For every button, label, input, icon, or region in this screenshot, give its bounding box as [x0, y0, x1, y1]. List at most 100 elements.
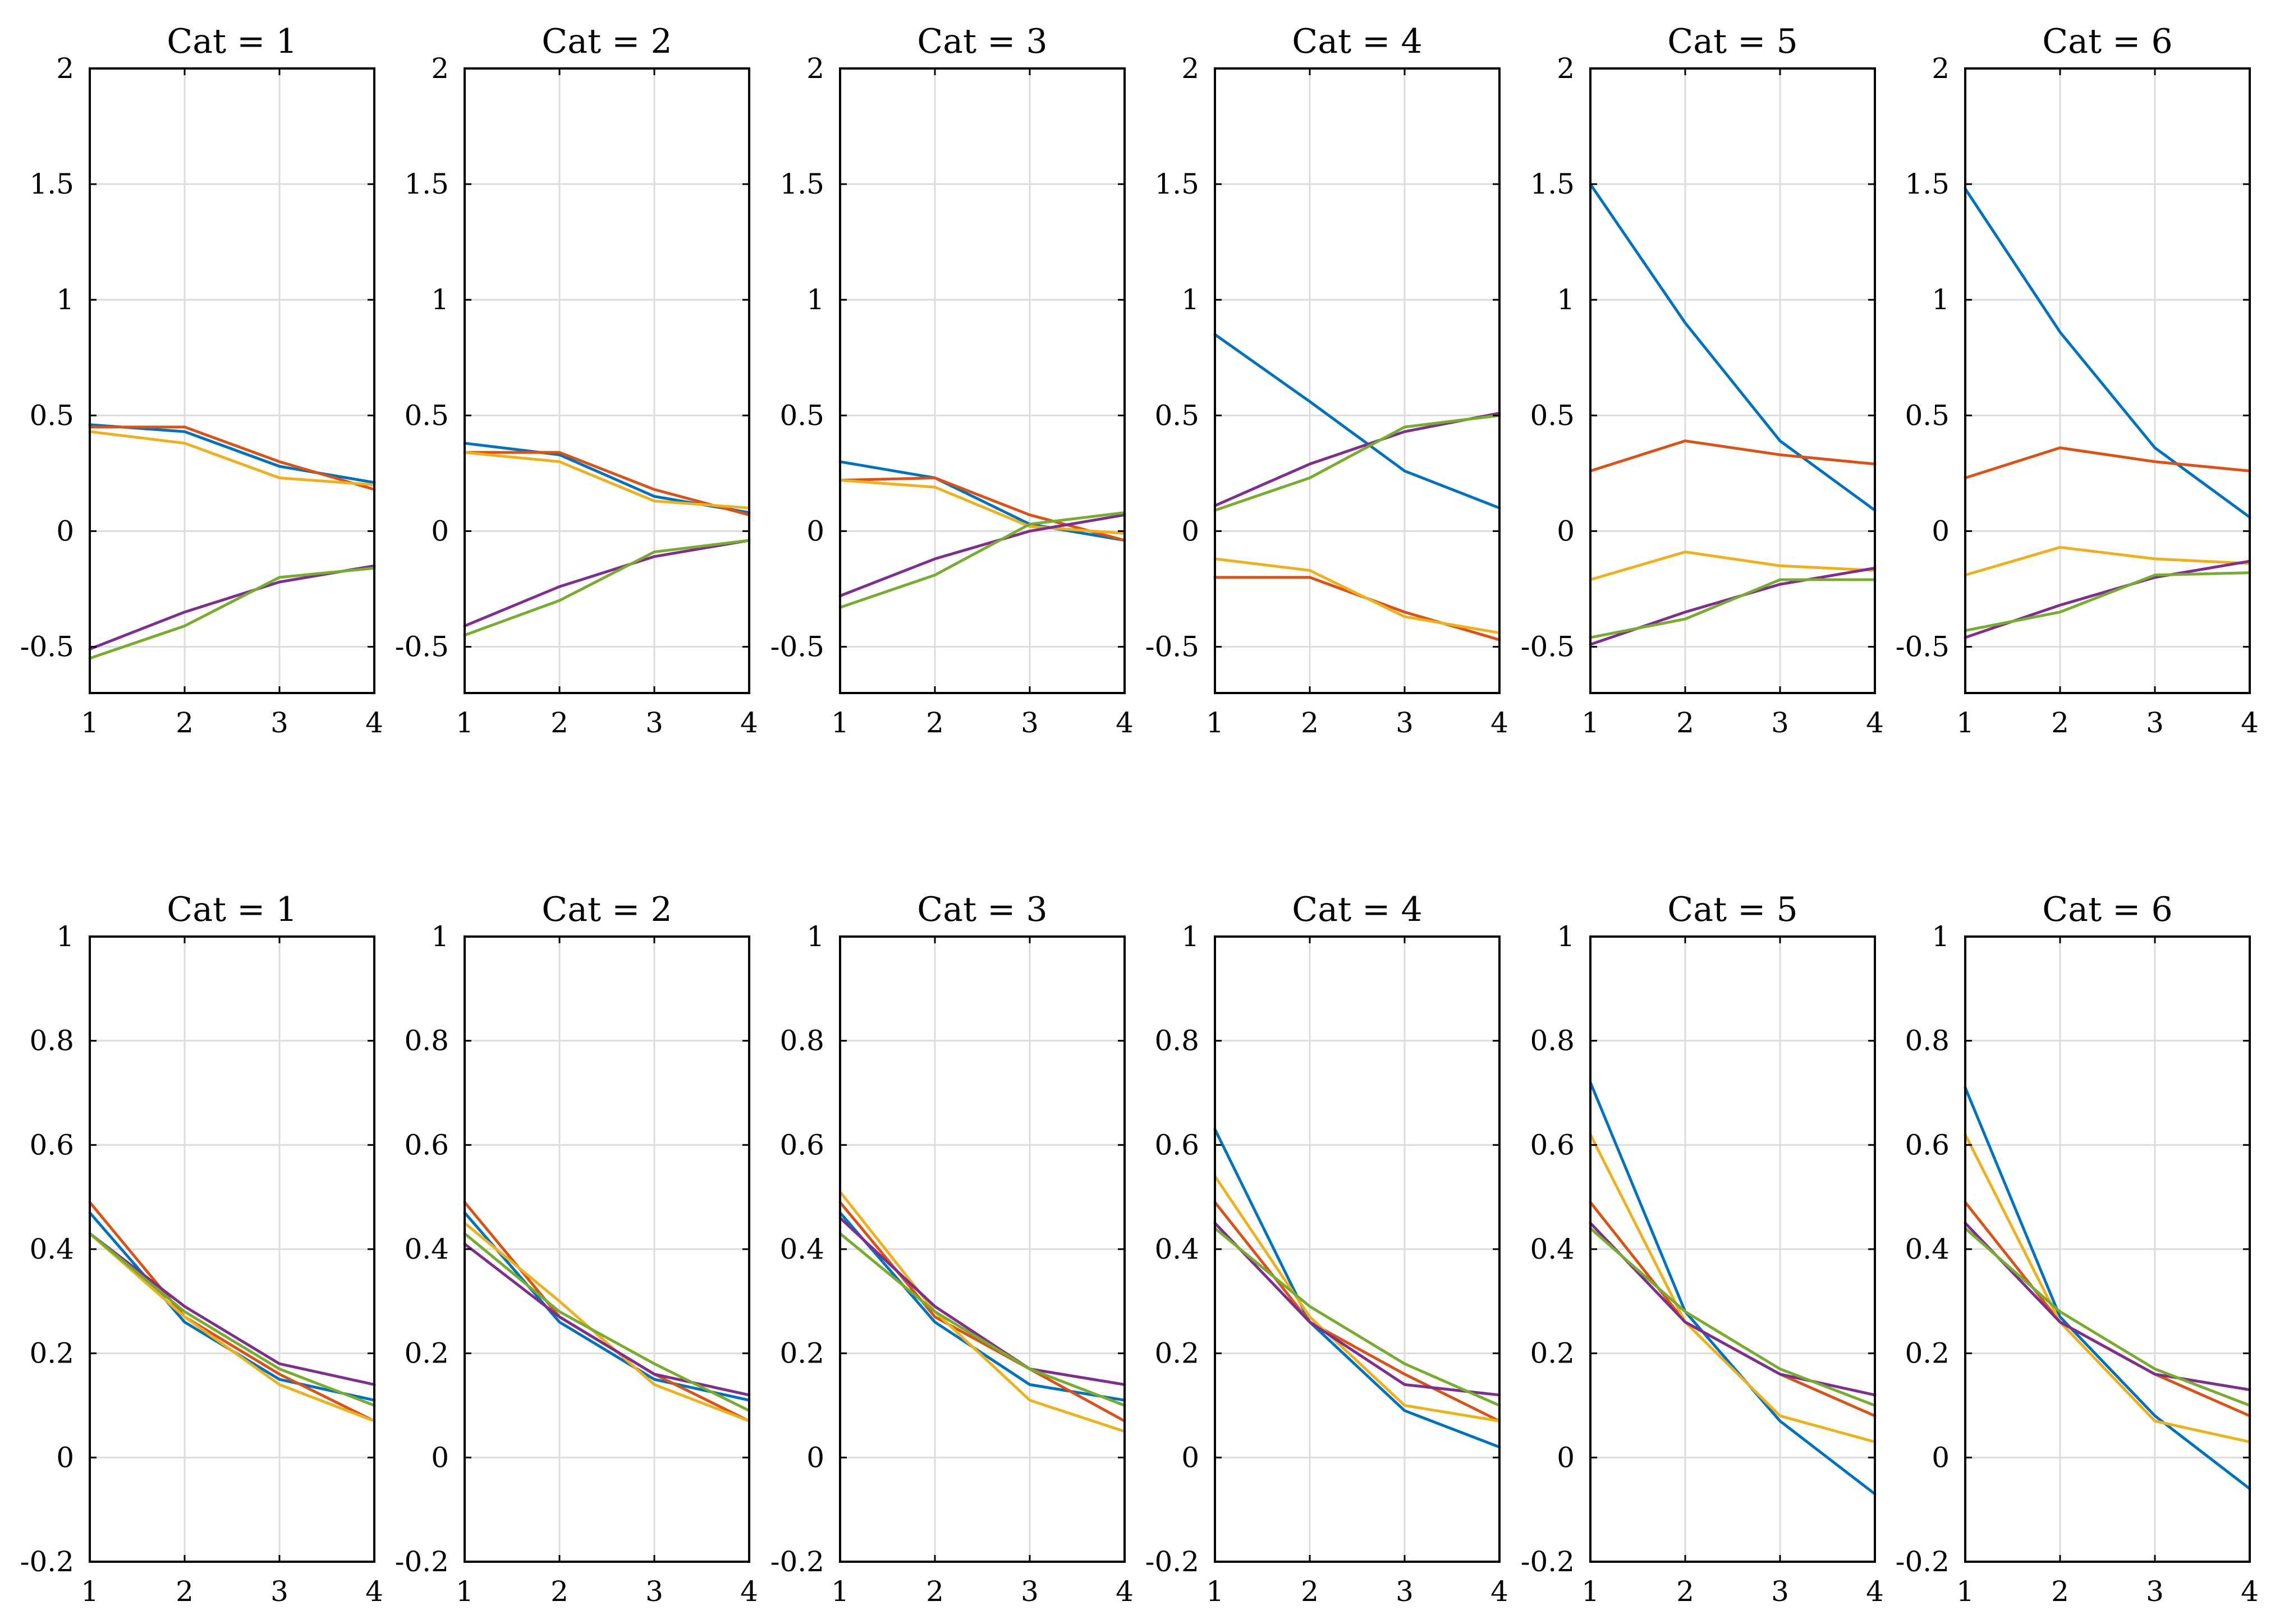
panel-title: Cat = 6 — [2042, 22, 2172, 61]
x-tick-label: 4 — [1866, 1575, 1884, 1608]
y-tick-label: 1.5 — [404, 168, 449, 200]
series-line-2 — [1964, 446, 2251, 480]
series-line-1 — [838, 460, 1126, 542]
y-tick-label: 0.4 — [29, 1233, 74, 1265]
chart-panel-10: 1 2 3 4 -0.2 0 0.2 0.4 0.6 0.8 1 Cat = 4 — [1145, 890, 1508, 1608]
x-tick-label: 4 — [740, 1575, 758, 1608]
chart-panel-8: 1 2 3 4 -0.2 0 0.2 0.4 0.6 0.8 1 Cat = 2 — [395, 890, 758, 1608]
x-tick-label: 3 — [645, 1575, 663, 1608]
axes-box — [89, 67, 375, 694]
chart-panel-2: 1 2 3 4 -0.5 0 0.5 1 1.5 2 Cat = 2 — [395, 22, 758, 739]
series-line-5 — [838, 511, 1126, 609]
x-tick-label: 2 — [1676, 1575, 1694, 1608]
series-line-2 — [1589, 439, 1877, 472]
chart-panel-4: 1 2 3 4 -0.5 0 0.5 1 1.5 2 Cat = 4 — [1145, 22, 1508, 739]
x-tick-label: 4 — [1116, 707, 1134, 739]
x-tick-label: 4 — [365, 1575, 383, 1608]
series-line-4 — [1213, 1222, 1501, 1397]
x-tick-label: 4 — [2241, 1575, 2259, 1608]
x-tick-label: 4 — [740, 707, 758, 739]
series-line-4 — [1964, 1222, 2251, 1392]
panel-title: Cat = 6 — [2042, 890, 2172, 929]
panel-title: Cat = 3 — [917, 890, 1047, 929]
x-tick-label: 1 — [456, 1575, 474, 1608]
y-tick-label: 0.2 — [779, 1337, 824, 1370]
y-tick-label: 1 — [806, 920, 824, 953]
y-tick-label: 0.5 — [404, 399, 449, 432]
y-tick-label: 0.2 — [1905, 1337, 1950, 1370]
series-line-3 — [1964, 1133, 2251, 1443]
y-tick-label: 0 — [806, 515, 824, 547]
y-tick-label: 0.6 — [1905, 1128, 1950, 1161]
panel-title: Cat = 2 — [542, 22, 672, 61]
y-tick-label: 1 — [56, 283, 74, 316]
y-tick-label: -0.2 — [770, 1545, 824, 1578]
series-line-3 — [463, 1222, 751, 1423]
series-line-3 — [463, 451, 751, 510]
y-tick-label: -0.2 — [20, 1545, 74, 1578]
y-tick-label: 0.2 — [1154, 1337, 1199, 1370]
y-tick-label: 0.2 — [29, 1337, 74, 1370]
y-tick-label: -0.5 — [395, 631, 449, 663]
y-tick-label: 0.2 — [1530, 1337, 1575, 1370]
x-tick-label: 3 — [1021, 1575, 1039, 1608]
x-tick-label: 3 — [270, 707, 288, 739]
series-line-3 — [1213, 557, 1501, 635]
y-tick-label: 0.8 — [404, 1025, 449, 1057]
y-tick-label: -0.5 — [1521, 631, 1575, 663]
series-line-4 — [88, 564, 376, 651]
x-tick-label: 1 — [1581, 1575, 1599, 1608]
y-tick-label: 0 — [431, 515, 449, 547]
x-tick-label: 4 — [1866, 707, 1884, 739]
y-tick-label: 1 — [431, 920, 449, 953]
y-tick-label: 0.5 — [779, 399, 824, 432]
y-tick-label: 0.5 — [1530, 399, 1575, 432]
series-line-3 — [1213, 1175, 1501, 1423]
y-tick-label: -0.2 — [1521, 1545, 1575, 1578]
series-line-1 — [1213, 333, 1501, 510]
y-tick-label: 2 — [1557, 52, 1575, 85]
series-line-5 — [463, 1232, 751, 1412]
series-line-3 — [838, 1190, 1126, 1433]
series-line-1 — [838, 1211, 1126, 1402]
y-tick-label: 0.4 — [1905, 1233, 1950, 1265]
x-tick-label: 1 — [81, 707, 99, 739]
y-tick-label: 1 — [1181, 283, 1199, 316]
y-tick-label: 1 — [1932, 283, 1950, 316]
series-line-4 — [463, 1242, 751, 1397]
series-line-2 — [463, 451, 751, 517]
x-tick-label: 1 — [1206, 707, 1224, 739]
y-tick-label: 0 — [1181, 515, 1199, 547]
y-tick-label: -0.2 — [1896, 1545, 1950, 1578]
axes-box — [1214, 67, 1501, 694]
x-tick-label: 2 — [2051, 707, 2069, 739]
x-tick-label: 4 — [365, 707, 383, 739]
x-tick-label: 1 — [831, 1575, 849, 1608]
series-line-5 — [1964, 571, 2251, 632]
chart-panel-12: 1 2 3 4 -0.2 0 0.2 0.4 0.6 0.8 1 Cat = 6 — [1896, 890, 2259, 1608]
y-tick-label: 0 — [806, 1441, 824, 1474]
y-tick-label: -0.5 — [20, 631, 74, 663]
y-tick-label: 2 — [1181, 52, 1199, 85]
x-tick-label: 3 — [645, 707, 663, 739]
series-line-5 — [838, 1232, 1126, 1407]
y-tick-label: 0.4 — [1530, 1233, 1575, 1265]
axes-box — [1964, 67, 2251, 694]
series-line-4 — [463, 539, 751, 627]
panel-title: Cat = 4 — [1292, 22, 1422, 61]
y-tick-label: 1 — [431, 283, 449, 316]
x-tick-label: 1 — [831, 707, 849, 739]
series-line-1 — [1213, 1127, 1501, 1449]
y-tick-label: -0.2 — [395, 1545, 449, 1578]
x-tick-label: 4 — [1490, 707, 1508, 739]
series-line-4 — [838, 1216, 1126, 1386]
x-tick-label: 3 — [1771, 707, 1789, 739]
y-tick-label: 0 — [1932, 1441, 1950, 1474]
series-line-2 — [88, 1200, 376, 1423]
series-line-1 — [88, 1211, 376, 1402]
series-line-5 — [88, 1232, 376, 1407]
y-tick-label: -0.5 — [1145, 631, 1199, 663]
series-line-1 — [1964, 187, 2251, 519]
y-tick-label: 0.8 — [29, 1025, 74, 1057]
